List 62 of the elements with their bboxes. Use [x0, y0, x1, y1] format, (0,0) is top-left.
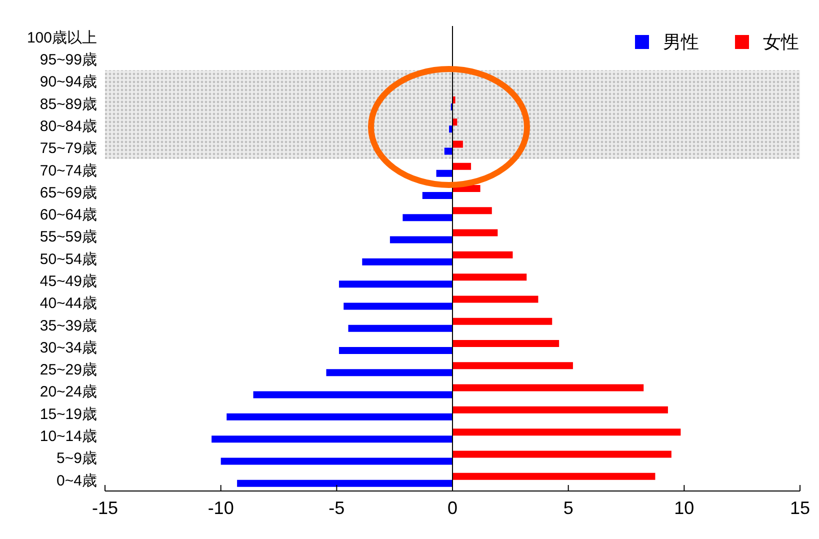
- bar: [452, 340, 560, 347]
- bar: [422, 192, 452, 199]
- x-tick-label: 10: [674, 498, 694, 518]
- bar: [452, 472, 656, 480]
- bar: [402, 214, 452, 222]
- x-tick-label: 5: [563, 498, 574, 518]
- y-tick-label: 85~89歳: [40, 96, 97, 113]
- bar: [452, 229, 498, 236]
- bar: [436, 170, 452, 177]
- x-tick-label: -5: [328, 498, 345, 518]
- y-tick-label: 45~49歳: [40, 272, 97, 290]
- x-tick-label: -10: [208, 498, 234, 518]
- bar: [452, 428, 681, 436]
- y-tick-label: 80~84歳: [40, 118, 97, 135]
- y-tick-label: 40~44歳: [40, 295, 97, 312]
- bar: [212, 436, 452, 443]
- bar: [452, 318, 552, 325]
- bar: [452, 296, 538, 303]
- bar: [338, 280, 452, 288]
- y-tick-label: 30~34歳: [40, 339, 97, 356]
- bar: [253, 391, 452, 398]
- bar: [452, 274, 527, 281]
- bar: [226, 413, 452, 420]
- y-tick-label: 65~69歳: [40, 184, 97, 202]
- bar: [344, 302, 452, 310]
- y-tick-label: 55~59歳: [40, 228, 97, 246]
- x-tick-label: 0: [447, 498, 458, 518]
- bar: [452, 162, 472, 170]
- bar: [444, 148, 452, 155]
- bar: [452, 251, 513, 258]
- legend-label: 男性: [662, 31, 699, 54]
- bar: [338, 347, 452, 354]
- x-tick-label: 15: [790, 498, 810, 518]
- y-tick-label: 35~39歳: [40, 317, 97, 334]
- y-tick-label: 25~29歳: [40, 362, 97, 379]
- y-tick-label: 0~4歳: [56, 472, 97, 490]
- bar: [452, 450, 672, 458]
- y-tick-label: 10~14歳: [40, 428, 97, 445]
- y-tick-label: 50~54歳: [40, 250, 97, 268]
- bar: [452, 96, 456, 104]
- bar: [452, 406, 668, 414]
- y-tick-label: 75~79歳: [40, 140, 97, 158]
- x-tick-label: -15: [92, 498, 118, 518]
- y-tick-label: 100歳以上: [26, 29, 97, 46]
- y-tick-label: 5~9歳: [56, 450, 97, 468]
- y-tick-label: 20~24歳: [40, 384, 97, 401]
- y-tick-label: 70~74歳: [40, 162, 97, 180]
- bar: [326, 369, 452, 376]
- y-tick-label: 60~64歳: [40, 206, 97, 224]
- bar: [220, 458, 452, 465]
- y-tick-label: 95~99歳: [40, 52, 97, 69]
- bar: [452, 362, 573, 370]
- bar: [452, 140, 463, 148]
- legend-label: 女性: [762, 31, 799, 54]
- y-tick-label: 90~94歳: [40, 74, 97, 91]
- y-tick-label: 15~19歳: [40, 406, 97, 423]
- bar: [452, 384, 644, 392]
- bar: [452, 207, 492, 214]
- bar: [362, 258, 452, 266]
- bar: [237, 480, 452, 487]
- bar: [390, 236, 452, 244]
- bar: [348, 324, 452, 332]
